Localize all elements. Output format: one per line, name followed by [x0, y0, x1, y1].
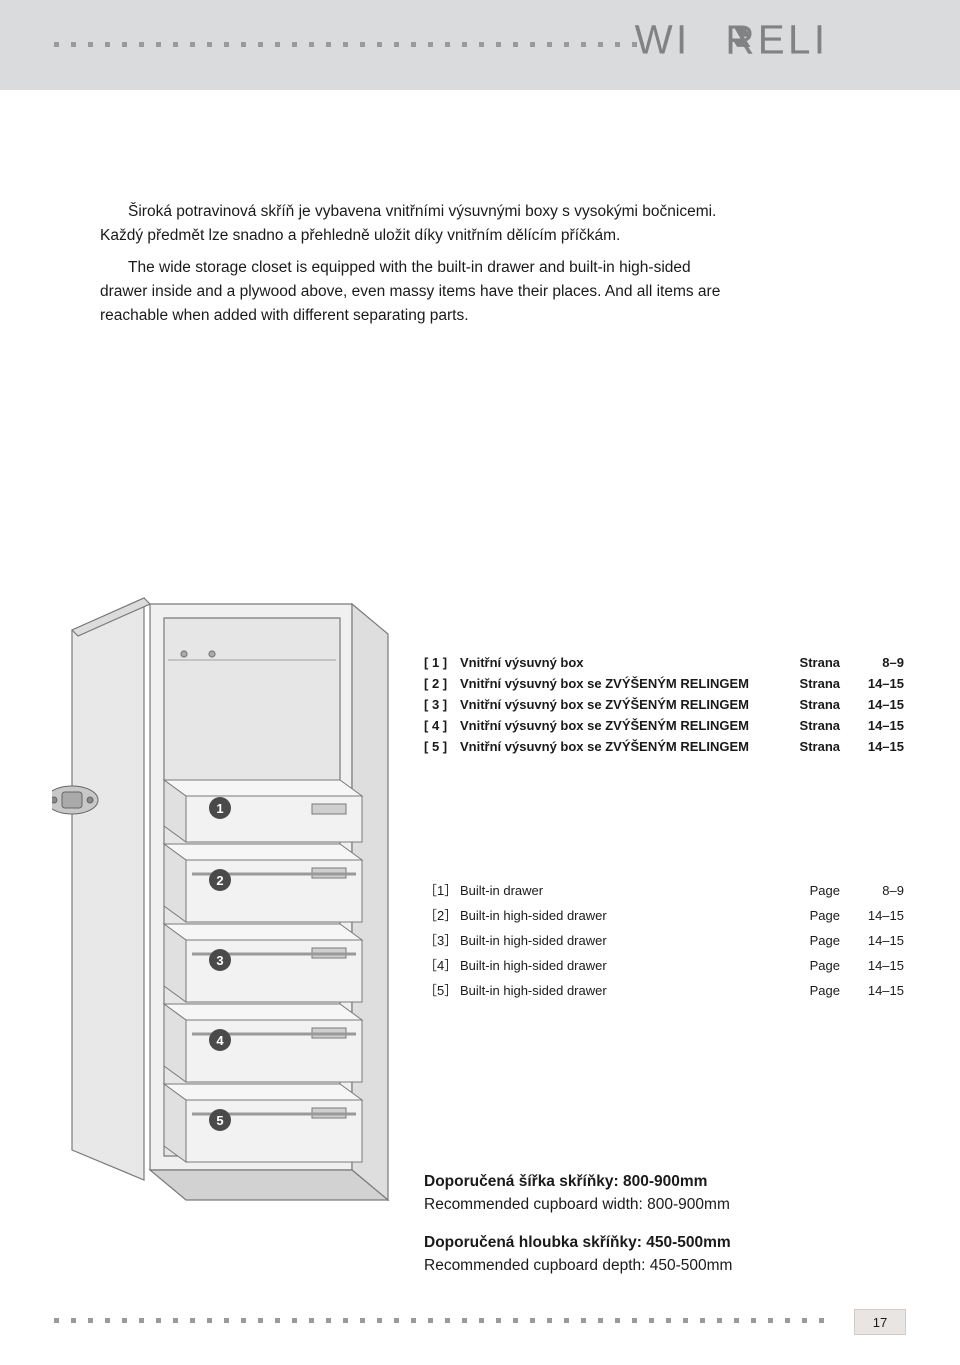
row-page-label: Strana: [782, 673, 846, 694]
table-row: ［2］Built-in high-sided drawerPage14–15: [424, 902, 904, 927]
row-label: Built-in high-sided drawer: [460, 927, 782, 952]
paragraph-en: The wide storage closet is equipped with…: [100, 256, 740, 328]
table-row: [ 4 ]Vnitřní výsuvný box se ZVÝŠENÝM REL…: [424, 715, 904, 736]
reference-tables: [ 1 ]Vnitřní výsuvný boxStrana8–9[ 2 ]Vn…: [424, 652, 904, 1122]
table-row: ［5］Built-in high-sided drawerPage14–15: [424, 977, 904, 1002]
footer-dots: [54, 1318, 824, 1323]
svg-text:RELI: RELI: [725, 20, 828, 62]
row-page-label: Strana: [782, 715, 846, 736]
row-label: Vnitřní výsuvný box se ZVÝŠENÝM RELINGEM: [460, 673, 782, 694]
row-page-num: 14–15: [846, 736, 904, 757]
row-label: Built-in high-sided drawer: [460, 902, 782, 927]
row-index: [ 5 ]: [424, 736, 460, 757]
row-index: [ 3 ]: [424, 694, 460, 715]
row-index: [ 4 ]: [424, 715, 460, 736]
svg-text:2: 2: [216, 873, 223, 888]
recommendations: Doporučená šířka skříňky: 800-900mm Reco…: [424, 1170, 732, 1291]
page-number-text: 17: [873, 1315, 887, 1330]
wireli-logo: WI RELI: [634, 20, 904, 62]
row-page-label: Strana: [782, 694, 846, 715]
row-label: Built-in high-sided drawer: [460, 952, 782, 977]
table-en: ［1］Built-in drawerPage8–9［2］Built-in hig…: [424, 877, 904, 1002]
row-label: Built-in high-sided drawer: [460, 977, 782, 1002]
row-page-num: 14–15: [846, 694, 904, 715]
row-index: ［1］: [424, 877, 460, 902]
table-cz: [ 1 ]Vnitřní výsuvný boxStrana8–9[ 2 ]Vn…: [424, 652, 904, 757]
page-number: 17: [854, 1309, 906, 1335]
row-page-num: 14–15: [846, 673, 904, 694]
paragraph-cz: Široká potravinová skříň je vybavena vni…: [100, 200, 740, 248]
svg-text:3: 3: [216, 953, 223, 968]
row-page-label: Strana: [782, 652, 846, 673]
table-row: [ 2 ]Vnitřní výsuvný box se ZVÝŠENÝM REL…: [424, 673, 904, 694]
row-label: Vnitřní výsuvný box se ZVÝŠENÝM RELINGEM: [460, 715, 782, 736]
row-index: ［5］: [424, 977, 460, 1002]
svg-text:1: 1: [216, 801, 223, 816]
row-page-num: 14–15: [846, 952, 904, 977]
rec-depth-cz: Doporučená hloubka skříňky: 450-500mm: [424, 1231, 732, 1254]
row-page-label: Page: [782, 977, 846, 1002]
table-row: ［3］Built-in high-sided drawerPage14–15: [424, 927, 904, 952]
svg-text:WI: WI: [635, 20, 691, 62]
row-page-label: Page: [782, 927, 846, 952]
row-label: Vnitřní výsuvný box se ZVÝŠENÝM RELINGEM: [460, 694, 782, 715]
row-index: ［4］: [424, 952, 460, 977]
cupboard-diagram: 1 2 3 4 5: [52, 590, 392, 1235]
table-row: ［4］Built-in high-sided drawerPage14–15: [424, 952, 904, 977]
row-page-label: Page: [782, 902, 846, 927]
table-row: ［1］Built-in drawerPage8–9: [424, 877, 904, 902]
table-row: [ 5 ]Vnitřní výsuvný box se ZVÝŠENÝM REL…: [424, 736, 904, 757]
row-index: [ 2 ]: [424, 673, 460, 694]
row-page-num: 14–15: [846, 927, 904, 952]
rec-width-cz: Doporučená šířka skříňky: 800-900mm: [424, 1170, 732, 1193]
row-label: Built-in drawer: [460, 877, 782, 902]
row-index: ［3］: [424, 927, 460, 952]
row-page-num: 8–9: [846, 652, 904, 673]
row-label: Vnitřní výsuvný box se ZVÝŠENÝM RELINGEM: [460, 736, 782, 757]
row-page-num: 8–9: [846, 877, 904, 902]
svg-text:5: 5: [216, 1113, 223, 1128]
row-index: ［2］: [424, 902, 460, 927]
row-page-label: Page: [782, 952, 846, 977]
rec-depth-en: Recommended cupboard depth: 450-500mm: [424, 1254, 732, 1277]
row-page-num: 14–15: [846, 977, 904, 1002]
table-row: [ 3 ]Vnitřní výsuvný box se ZVÝŠENÝM REL…: [424, 694, 904, 715]
row-page-label: Strana: [782, 736, 846, 757]
row-index: [ 1 ]: [424, 652, 460, 673]
row-page-num: 14–15: [846, 715, 904, 736]
svg-text:4: 4: [216, 1033, 224, 1048]
rec-width-en: Recommended cupboard width: 800-900mm: [424, 1193, 732, 1216]
header-dots: [54, 42, 637, 47]
page-header: WI RELI: [0, 0, 960, 90]
row-page-num: 14–15: [846, 902, 904, 927]
row-label: Vnitřní výsuvný box: [460, 652, 782, 673]
page-content: Široká potravinová skříň je vybavena vni…: [0, 90, 960, 1365]
table-row: [ 1 ]Vnitřní výsuvný boxStrana8–9: [424, 652, 904, 673]
row-page-label: Page: [782, 877, 846, 902]
